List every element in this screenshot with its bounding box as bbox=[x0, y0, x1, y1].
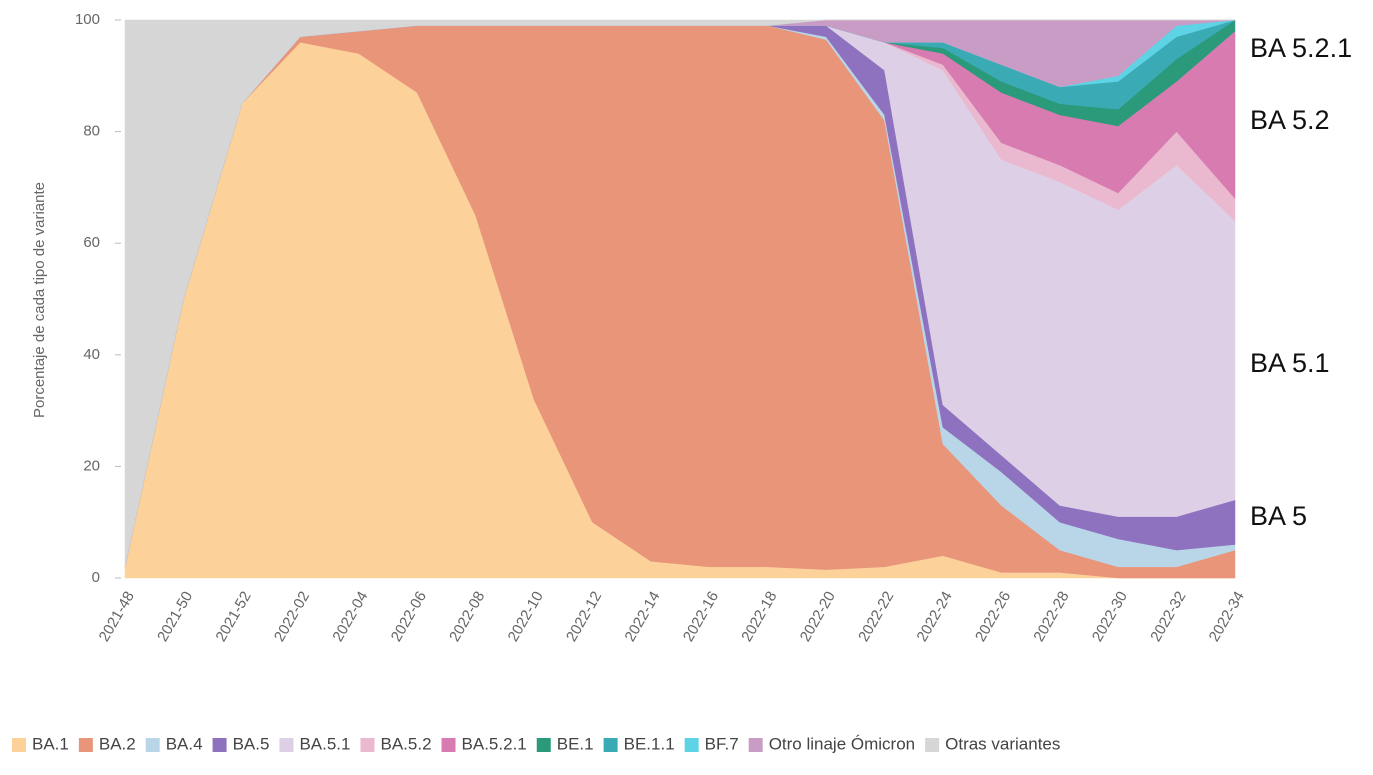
x-tick-label: 2022-20 bbox=[797, 588, 839, 644]
legend-swatch bbox=[145, 738, 160, 752]
y-tick-label: 60 bbox=[83, 234, 100, 251]
y-tick-label: 0 bbox=[92, 569, 100, 586]
legend-swatch bbox=[441, 738, 456, 752]
legend-label: BE.1 bbox=[557, 734, 594, 753]
x-tick-label: 2022-14 bbox=[621, 588, 663, 644]
legend-label: BA.5.2.1 bbox=[462, 734, 527, 753]
x-tick-label: 2022-12 bbox=[563, 588, 605, 644]
y-tick-label: 100 bbox=[75, 11, 100, 28]
x-tick-label: 2022-24 bbox=[914, 588, 956, 644]
x-tick-label: 2022-32 bbox=[1147, 588, 1189, 644]
legend-swatch bbox=[684, 738, 699, 752]
legend-label: BF.7 bbox=[705, 734, 739, 753]
legend-swatch bbox=[925, 738, 940, 752]
legend-label: Otras variantes bbox=[945, 734, 1060, 753]
legend-label: Otro linaje Ómicron bbox=[769, 734, 915, 753]
area bbox=[124, 19, 1235, 567]
x-tick-label: 2021-50 bbox=[154, 588, 196, 644]
y-tick-label: 40 bbox=[83, 346, 100, 363]
x-tick-label: 2022-10 bbox=[505, 588, 547, 644]
legend-label: BA.4 bbox=[166, 734, 203, 753]
legend-swatch bbox=[360, 738, 375, 752]
y-tick-label: 80 bbox=[83, 123, 100, 140]
legend-label: BA.2 bbox=[99, 734, 136, 753]
x-tick-label: 2021-52 bbox=[212, 588, 254, 644]
x-tick-label: 2022-28 bbox=[1030, 588, 1072, 644]
legend-swatch bbox=[12, 738, 26, 752]
legend-label: BE.1.1 bbox=[624, 734, 675, 753]
legend-swatch bbox=[279, 738, 294, 752]
y-tick-label: 20 bbox=[83, 457, 100, 474]
x-tick-label: 2022-26 bbox=[972, 588, 1014, 644]
x-tick-label: 2022-16 bbox=[680, 588, 722, 644]
legend-swatch bbox=[748, 738, 763, 752]
legend-label: BA.5.1 bbox=[299, 734, 350, 753]
annotation: BA 5.1 bbox=[1250, 348, 1330, 378]
x-tick-label: 2022-02 bbox=[271, 588, 313, 644]
x-tick-label: 2022-08 bbox=[446, 588, 488, 644]
x-tick-label: 2022-34 bbox=[1206, 588, 1248, 644]
x-tick-label: 2022-06 bbox=[388, 588, 430, 644]
legend-label: BA.5 bbox=[233, 734, 270, 753]
annotation: BA 5.2 bbox=[1250, 105, 1330, 135]
x-tick-label: 2022-22 bbox=[855, 588, 897, 644]
legend-label: BA.1 bbox=[32, 734, 69, 753]
x-tick-label: 2022-30 bbox=[1089, 588, 1131, 644]
legend-swatch bbox=[212, 738, 227, 752]
x-tick-label: 2022-18 bbox=[738, 588, 780, 644]
legend-label: BA.5.2 bbox=[380, 734, 431, 753]
legend-swatch bbox=[536, 738, 551, 752]
legend-swatch bbox=[78, 738, 93, 752]
annotation: BA 5.2.1 bbox=[1250, 33, 1352, 63]
legend-swatch bbox=[603, 738, 618, 752]
x-tick-label: 2022-04 bbox=[329, 588, 371, 644]
y-axis-label: Porcentaje de cada tipo de variante bbox=[31, 182, 48, 418]
x-tick-label: 2021-48 bbox=[96, 588, 138, 644]
annotation: BA 5 bbox=[1250, 501, 1307, 531]
